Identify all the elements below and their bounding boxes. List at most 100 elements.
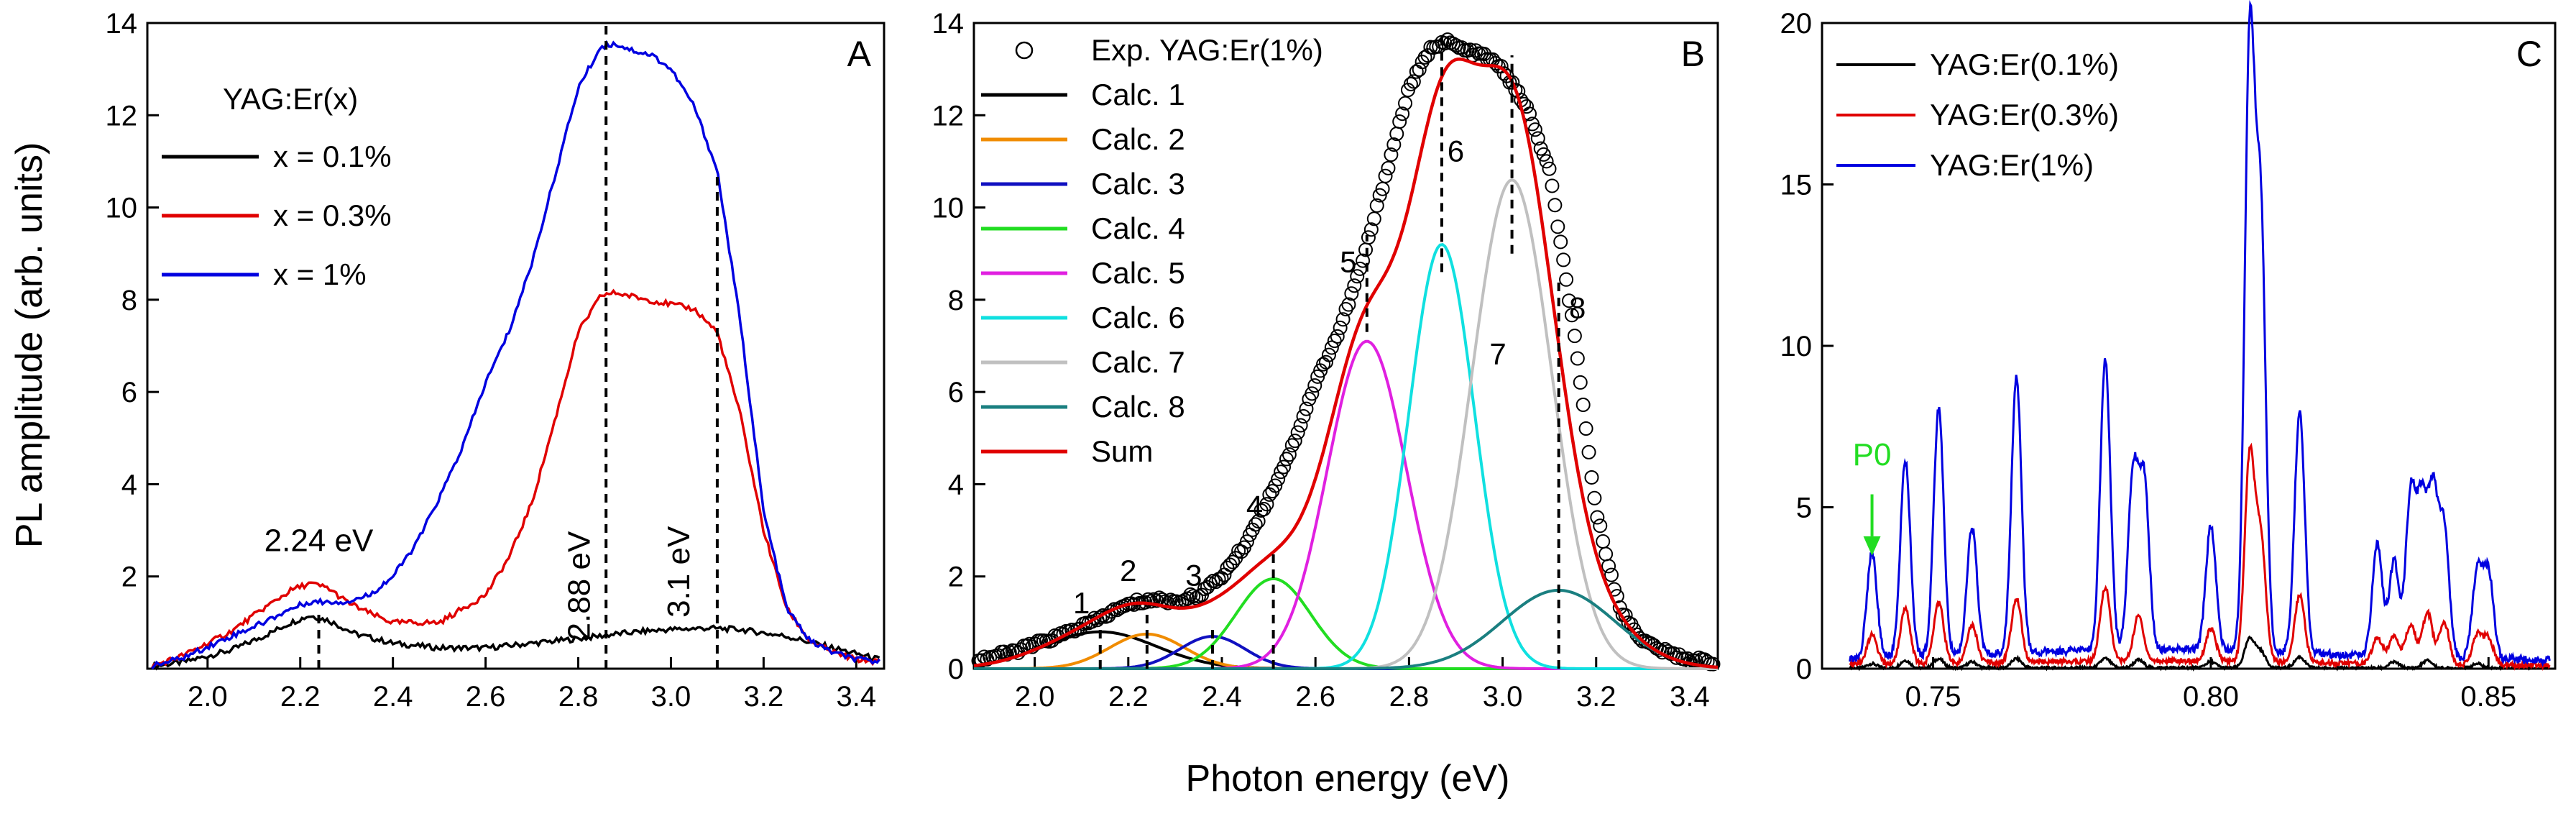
data-point [1141, 592, 1156, 607]
panel-c: 0.75 0.80 0.85 0 5 10 15 20 P0 C YAG:Er(0.1%) YAG:E… [1780, 0, 2557, 713]
data-point [1573, 375, 1588, 390]
data-point [1327, 334, 1342, 349]
y-tick-label: 4 [121, 469, 137, 500]
data-point [1160, 595, 1175, 610]
data-point [1087, 610, 1102, 626]
data-point [1363, 222, 1379, 237]
data-point [1584, 470, 1599, 485]
data-point [1321, 347, 1336, 362]
series-line-2 [1849, 442, 2551, 672]
x-tick-label: 0.85 [2460, 681, 2516, 713]
data-point [1545, 178, 1560, 193]
y-tick-label: 20 [1780, 8, 1813, 40]
x-tick-label: 0.75 [1905, 681, 1961, 713]
data-point [1601, 559, 1616, 574]
y-tick-label: 6 [948, 377, 964, 408]
x-tick-label: 3.4 [837, 681, 877, 713]
x-tick-label: 3.0 [1483, 681, 1523, 713]
sum-curve [973, 58, 1719, 669]
data-point [1680, 651, 1696, 666]
data-point [1581, 444, 1596, 459]
y-tick-label: 12 [106, 100, 138, 132]
peak-label: 7 [1489, 337, 1506, 371]
data-point [1604, 567, 1619, 582]
data-point [1570, 351, 1585, 366]
legend-label: x = 1% [273, 257, 367, 291]
data-point [1251, 513, 1266, 528]
legend-label: Calc. 5 [1091, 256, 1185, 290]
data-point [1438, 36, 1453, 51]
data-point [1279, 452, 1294, 467]
data-point [1406, 74, 1421, 89]
data-point [1412, 62, 1427, 77]
panel-label: A [847, 34, 872, 74]
y-tick-label: 8 [121, 285, 137, 316]
data-point [1239, 534, 1254, 549]
x-tick-label: 3.2 [744, 681, 784, 713]
annotation-label: 2.24 eV [264, 523, 374, 558]
data-point [1361, 230, 1376, 245]
peak-label: 6 [1448, 134, 1464, 168]
data-point [1092, 610, 1108, 625]
y-tick-label: 14 [106, 8, 138, 40]
series-line-1 [1849, 635, 2550, 672]
peak-label: 2 [1120, 554, 1136, 587]
data-point [1084, 614, 1099, 629]
y-tick-label: 12 [932, 100, 965, 132]
data-point [1398, 96, 1413, 111]
data-point [1550, 219, 1565, 234]
plot-frame [146, 22, 886, 670]
panel-a: 2.0 2.2 2.4 2.6 2.8 3.0 3.2 3.4 2 4 6 8 10 12 14 2.24 e… [106, 8, 886, 713]
x-tick-label: 2.0 [188, 681, 228, 713]
data-point [1271, 472, 1286, 487]
x-tick-label: 2.8 [1389, 681, 1430, 713]
data-point [1276, 459, 1292, 475]
data-point [1318, 354, 1333, 370]
data-point [1598, 546, 1614, 562]
data-point [1381, 160, 1396, 175]
data-point [1553, 234, 1568, 250]
series-line-3 [151, 40, 881, 670]
y-axis-label: PL amplitude (arb. units) [9, 142, 50, 549]
annotation-arrowhead [1863, 536, 1881, 556]
legend-label: Calc. 6 [1091, 301, 1185, 334]
data-point [1576, 398, 1591, 413]
peak-label: 5 [1340, 244, 1356, 278]
x-tick-label: 0.80 [2183, 681, 2239, 713]
peak-label: 4 [1246, 489, 1263, 523]
data-point [1347, 278, 1362, 293]
data-point [1564, 308, 1579, 323]
data-point [1284, 438, 1300, 453]
y-tick-label: 8 [948, 285, 964, 316]
data-point [1248, 517, 1263, 532]
data-point [1536, 147, 1551, 162]
legend-label: x = 0.3% [273, 198, 392, 232]
x-axis-label: Photon energy (eV) [1186, 758, 1510, 800]
data-point [1330, 329, 1345, 344]
x-tick-label: 2.6 [1295, 681, 1335, 713]
legend-label: Calc. 7 [1091, 345, 1185, 379]
data-point [1324, 340, 1339, 355]
data-point [1274, 464, 1289, 480]
data-point [1197, 581, 1212, 596]
data-point [1287, 434, 1302, 449]
data-point [1530, 131, 1545, 146]
data-point [1386, 137, 1402, 152]
legend-label: Calc. 8 [1091, 390, 1185, 424]
data-point [1335, 312, 1351, 327]
data-point [1341, 297, 1356, 312]
data-point [1259, 497, 1274, 512]
legend-label: Calc. 3 [1091, 167, 1185, 201]
series-line-3 [1849, 0, 2551, 667]
panel-label: C [2516, 34, 2542, 74]
data-point [1567, 329, 1582, 344]
peak-label: 3 [1185, 559, 1202, 592]
legend-label: Calc. 2 [1091, 122, 1185, 156]
y-tick-label: 14 [932, 8, 965, 40]
x-tick-label: 3.2 [1576, 681, 1616, 713]
y-tick-label: 4 [948, 469, 964, 500]
data-point [1293, 418, 1308, 433]
data-point [1593, 518, 1608, 534]
x-tick-label: 2.2 [1108, 681, 1149, 713]
